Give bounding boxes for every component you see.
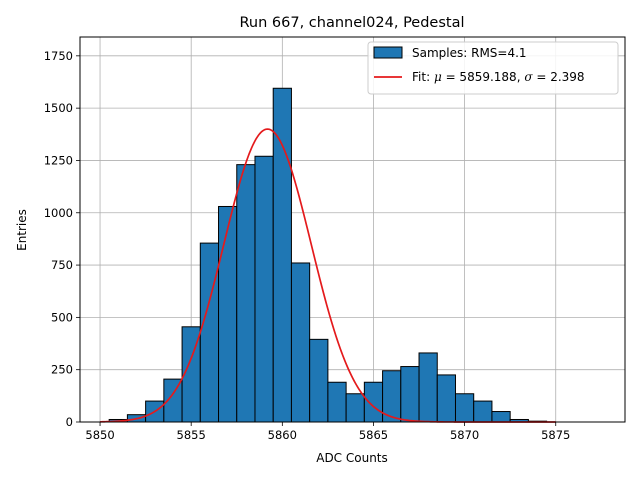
histogram-bar	[345, 393, 365, 423]
histogram-bar	[199, 242, 220, 423]
histogram-bar	[491, 411, 511, 423]
legend-frame	[367, 41, 619, 95]
histogram-bar	[436, 374, 456, 423]
y-axis-ticks: 0 250 500 750 1000 1250 1500 1750	[44, 49, 80, 429]
y-tick-label: 750	[51, 258, 73, 272]
legend: Samples: RMS=4.1 Fit: μ = 5859.188, σ = …	[367, 41, 619, 95]
x-tick-label: 5850	[85, 428, 114, 442]
y-tick-label: 500	[51, 310, 73, 324]
histogram-bar	[400, 366, 420, 423]
histogram-bar	[218, 205, 238, 423]
y-tick-label: 0	[66, 415, 73, 429]
legend-fit-sigma-value: = 2.398	[533, 70, 585, 84]
histogram-bar	[363, 381, 384, 423]
legend-fit-prefix: Fit:	[412, 70, 434, 84]
y-axis-label: Entries	[15, 209, 29, 251]
y-tick-label: 1250	[44, 153, 73, 167]
chart-title: Run 667, channel024, Pedestal	[239, 15, 464, 31]
histogram-bar	[236, 164, 256, 423]
legend-histogram-label: Samples: RMS=4.1	[412, 46, 527, 60]
x-tick-label: 5855	[177, 428, 206, 442]
legend-fit-sigma-symbol: σ	[524, 70, 533, 84]
histogram-bar	[272, 87, 292, 423]
histogram-bars	[108, 87, 548, 423]
histogram-bar	[473, 400, 493, 423]
legend-histogram-swatch	[373, 46, 403, 59]
legend-fit-mu-value: = 5859.188,	[442, 70, 525, 84]
histogram-bar	[418, 352, 438, 423]
histogram-bar	[309, 338, 329, 423]
histogram-bar	[454, 393, 475, 423]
x-axis-ticks: 5850 5855 5860 5865 5870 5875	[85, 422, 570, 442]
histogram-bar	[254, 155, 274, 423]
y-tick-label: 250	[51, 363, 73, 377]
x-tick-label: 5870	[450, 428, 479, 442]
x-tick-label: 5860	[268, 428, 297, 442]
histogram-bar	[290, 262, 311, 423]
y-tick-label: 1750	[44, 49, 73, 63]
legend-fit-mu-symbol: μ	[434, 70, 442, 84]
histogram-bar	[327, 381, 347, 423]
legend-fit-label: Fit: μ = 5859.188, σ = 2.398	[412, 70, 585, 84]
plot-area-frame	[79, 36, 626, 423]
y-tick-label: 1000	[44, 206, 73, 220]
x-tick-label: 5875	[541, 428, 570, 442]
x-axis-label: ADC Counts	[316, 451, 388, 465]
y-tick-label: 1500	[44, 101, 73, 115]
x-tick-label: 5865	[359, 428, 388, 442]
